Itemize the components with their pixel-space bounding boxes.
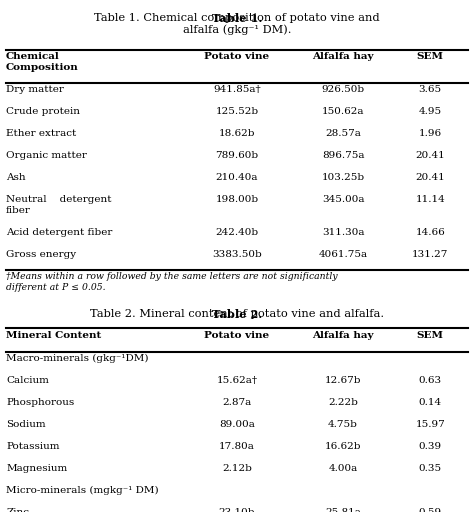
Text: 1.96: 1.96 [419, 129, 442, 138]
Text: 14.66: 14.66 [415, 228, 445, 237]
Text: 0.35: 0.35 [419, 464, 442, 473]
Text: 789.60b: 789.60b [216, 151, 258, 160]
Text: Alfalfa hay: Alfalfa hay [312, 52, 374, 61]
Text: 3.65: 3.65 [419, 85, 442, 94]
Text: Ether extract: Ether extract [6, 129, 76, 138]
Text: 103.25b: 103.25b [321, 173, 365, 182]
Text: Table 1.: Table 1. [212, 13, 262, 24]
Text: 311.30a: 311.30a [322, 228, 365, 237]
Text: 4.95: 4.95 [419, 107, 442, 116]
Text: 0.39: 0.39 [419, 442, 442, 451]
Text: Sodium: Sodium [6, 420, 46, 429]
Text: 12.67b: 12.67b [325, 376, 361, 385]
Text: 0.63: 0.63 [419, 376, 442, 385]
Text: Ash: Ash [6, 173, 26, 182]
Text: 926.50b: 926.50b [321, 85, 365, 94]
Text: 345.00a: 345.00a [322, 195, 365, 204]
Text: 11.14: 11.14 [415, 195, 445, 204]
Text: Table 1. Chemical composition of potato vine and
alfalfa (gkg⁻¹ DM).: Table 1. Chemical composition of potato … [94, 13, 380, 35]
Text: SEM: SEM [417, 331, 444, 339]
Text: 89.00a: 89.00a [219, 420, 255, 429]
Text: 2.22b: 2.22b [328, 398, 358, 407]
Text: 941.85a†: 941.85a† [213, 85, 261, 94]
Text: 20.41: 20.41 [415, 173, 445, 182]
Text: †Means within a row followed by the same letters are not significantly
different: †Means within a row followed by the same… [6, 272, 338, 292]
Text: Dry matter: Dry matter [6, 85, 64, 94]
Text: Potato vine: Potato vine [204, 331, 270, 339]
Text: 15.97: 15.97 [415, 420, 445, 429]
Text: 242.40b: 242.40b [216, 228, 258, 237]
Text: Calcium: Calcium [6, 376, 49, 385]
Text: 15.62a†: 15.62a† [217, 376, 257, 385]
Text: 16.62b: 16.62b [325, 442, 361, 451]
Text: 4.75b: 4.75b [328, 420, 358, 429]
Text: 17.80a: 17.80a [219, 442, 255, 451]
Text: 131.27: 131.27 [412, 250, 448, 259]
Text: 0.59: 0.59 [419, 508, 442, 512]
Text: Organic matter: Organic matter [6, 151, 87, 160]
Text: Potassium: Potassium [6, 442, 60, 451]
Text: 18.62b: 18.62b [219, 129, 255, 138]
Text: 20.41: 20.41 [415, 151, 445, 160]
Text: 150.62a: 150.62a [322, 107, 365, 116]
Text: Zinc: Zinc [6, 508, 29, 512]
Text: Crude protein: Crude protein [6, 107, 80, 116]
Text: Phosphorous: Phosphorous [6, 398, 74, 407]
Text: Table 2.: Table 2. [212, 309, 262, 320]
Text: Alfalfa hay: Alfalfa hay [312, 331, 374, 339]
Text: Chemical
Composition: Chemical Composition [6, 52, 79, 72]
Text: Acid detergent fiber: Acid detergent fiber [6, 228, 112, 237]
Text: Mineral Content: Mineral Content [6, 331, 101, 339]
Text: Potato vine: Potato vine [204, 52, 270, 61]
Text: Magnesium: Magnesium [6, 464, 67, 473]
Text: 3383.50b: 3383.50b [212, 250, 262, 259]
Text: Gross energy: Gross energy [6, 250, 76, 259]
Text: 896.75a: 896.75a [322, 151, 365, 160]
Text: Neutral    detergent
fiber: Neutral detergent fiber [6, 195, 111, 215]
Text: Table 2. Mineral content of potato vine and alfalfa.: Table 2. Mineral content of potato vine … [90, 309, 384, 319]
Text: 4061.75a: 4061.75a [319, 250, 368, 259]
Text: 198.00b: 198.00b [216, 195, 258, 204]
Text: 2.12b: 2.12b [222, 464, 252, 473]
Text: Micro-minerals (mgkg⁻¹ DM): Micro-minerals (mgkg⁻¹ DM) [6, 486, 159, 496]
Text: 4.00a: 4.00a [328, 464, 358, 473]
Text: 28.57a: 28.57a [325, 129, 361, 138]
Text: 23.10b: 23.10b [219, 508, 255, 512]
Text: 210.40a: 210.40a [216, 173, 258, 182]
Text: 25.81a: 25.81a [325, 508, 361, 512]
Text: SEM: SEM [417, 52, 444, 61]
Text: 0.14: 0.14 [419, 398, 442, 407]
Text: 2.87a: 2.87a [222, 398, 252, 407]
Text: 125.52b: 125.52b [216, 107, 258, 116]
Text: Macro-minerals (gkg⁻¹DM): Macro-minerals (gkg⁻¹DM) [6, 354, 149, 363]
